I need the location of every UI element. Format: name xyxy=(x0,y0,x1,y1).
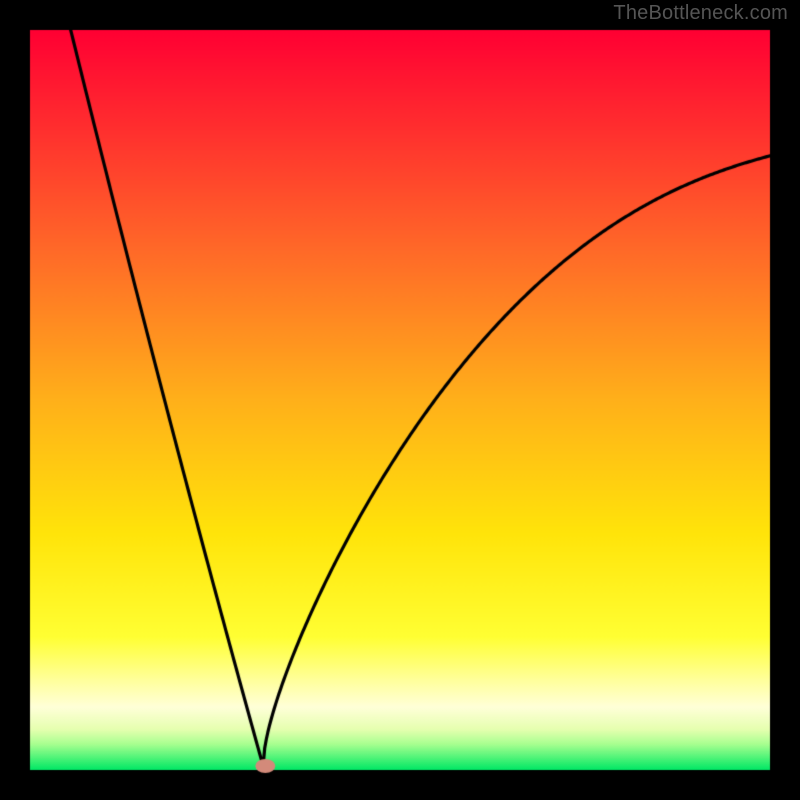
watermark-text: TheBottleneck.com xyxy=(613,2,788,25)
chart-root: TheBottleneck.com xyxy=(0,0,800,800)
bottleneck-chart-canvas xyxy=(0,0,800,800)
